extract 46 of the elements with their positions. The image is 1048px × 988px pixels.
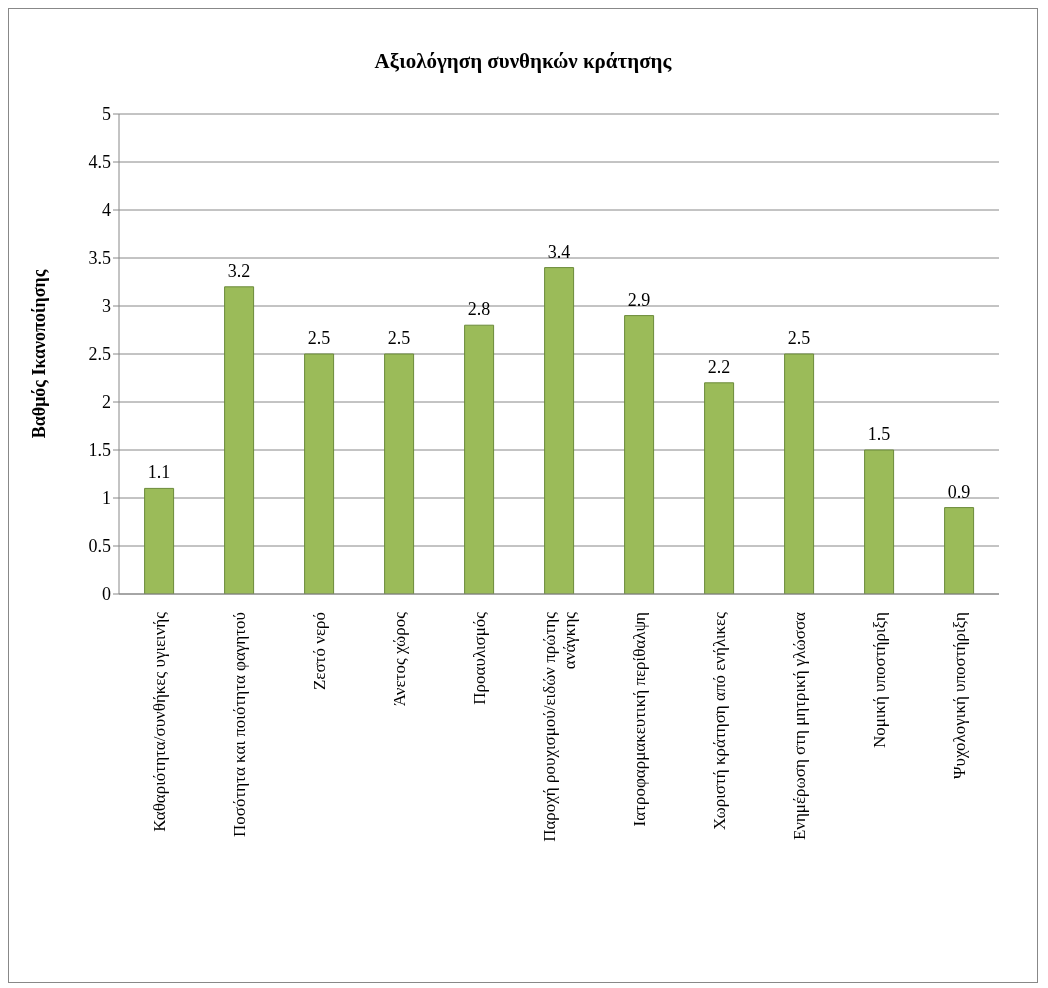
bar xyxy=(944,507,975,594)
y-tick-label: 1 xyxy=(102,488,111,509)
bar xyxy=(304,353,335,594)
data-label: 0.9 xyxy=(947,481,971,502)
data-label: 2.5 xyxy=(307,328,331,348)
y-tick-label: 0 xyxy=(102,584,111,605)
y-tick-label: 0.5 xyxy=(88,536,111,557)
data-label: 1.5 xyxy=(867,424,891,444)
data-label: 2.9 xyxy=(627,289,651,310)
data-label: 3.4 xyxy=(547,241,571,262)
bar xyxy=(224,286,255,594)
y-tick-label: 3.5 xyxy=(88,248,111,269)
y-tick-label: 1.5 xyxy=(88,440,111,461)
x-tick-label: Ιατροφαρμακευτική περίθαλψη xyxy=(630,612,649,827)
y-tick-label: 4.5 xyxy=(88,152,111,173)
chart-title: Αξιολόγηση συνθηκών κράτησης xyxy=(373,48,673,74)
x-tick-label: Ψυχολογική υποστήριξη xyxy=(950,612,969,780)
x-tick-label: Άνετος χώρος xyxy=(390,611,409,707)
x-tick-label: Ποσότητα και ποιότητα φαγητού xyxy=(230,612,249,838)
x-tick-label: Προαυλισμός xyxy=(470,611,489,705)
y-tick-label: 4 xyxy=(102,200,111,221)
bar xyxy=(384,353,415,594)
x-tick-label: Χωριστή κράτηση από ενήλικες xyxy=(710,611,729,831)
data-label: 2.5 xyxy=(387,328,411,348)
y-tick-label: 2 xyxy=(102,392,111,413)
bar xyxy=(784,353,815,594)
bar xyxy=(144,487,175,594)
bar xyxy=(864,449,895,594)
x-tick-label: Ενημέρωση στη μητρική γλώσσα xyxy=(790,611,809,841)
x-tick-label: Νομική υποστήριξη xyxy=(870,612,889,749)
bar xyxy=(464,324,495,594)
bar xyxy=(704,382,735,594)
x-tick-label: Καθαριότητα/συνθήκες υγιεινής xyxy=(150,611,169,832)
data-label: 2.8 xyxy=(467,299,491,320)
bar xyxy=(624,315,655,594)
y-tick-label: 3 xyxy=(102,296,111,317)
data-label: 3.2 xyxy=(227,260,251,281)
data-label: 2.2 xyxy=(707,356,731,377)
x-tick-label: Ζεστό νερό xyxy=(310,612,329,691)
y-axis-title: Βαθμός Ικανοποίησης xyxy=(29,269,50,439)
data-label: 1.1 xyxy=(147,462,171,483)
y-tick-label: 2.5 xyxy=(88,344,111,365)
y-tick-label: 5 xyxy=(102,104,111,125)
bar xyxy=(544,267,575,594)
x-tick-label: Παροχή ρουχισμού/ειδών πρώτης ανάγκης xyxy=(540,611,579,842)
data-label: 2.5 xyxy=(787,328,811,348)
